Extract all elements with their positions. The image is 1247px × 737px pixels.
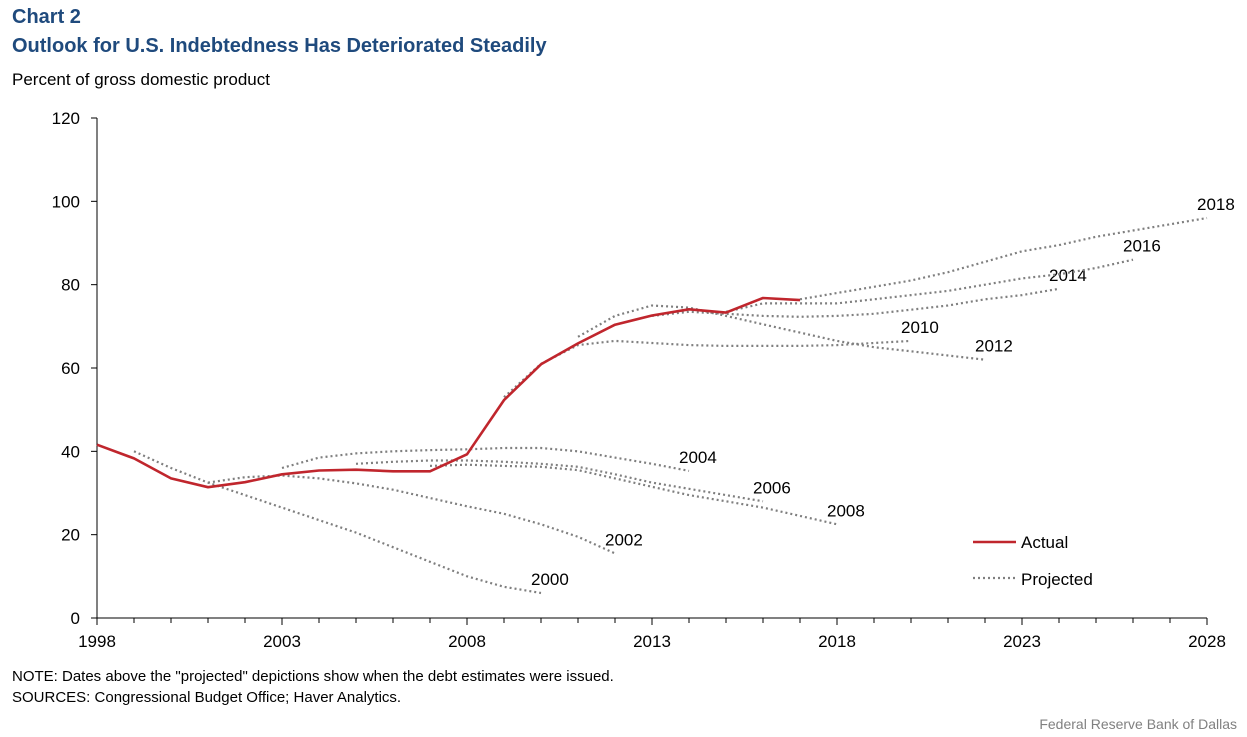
projection-line-2018 [799,216,1208,301]
projection-line-2016 [725,258,1134,313]
chart-sources: SOURCES: Congressional Budget Office; Ha… [12,689,402,706]
x-tick-label: 1998 [78,632,116,651]
projection-label-2010: 2010 [901,318,939,337]
x-tick-label: 2023 [1003,632,1041,651]
publisher-credit: Federal Reserve Bank of Dallas [1039,716,1237,732]
y-axis-unit-label: Percent of gross domestic product [12,70,270,89]
x-tick-label: 2008 [448,632,486,651]
chart-note: NOTE: Dates above the "projected" depict… [12,668,614,685]
projection-label-2018: 2018 [1197,195,1235,214]
y-tick-label: 40 [61,442,80,461]
y-tick-label: 100 [52,192,80,211]
y-tick-label: 80 [61,276,80,295]
projection-label-2016: 2016 [1123,237,1161,256]
actual-line [96,296,801,489]
projection-line-2006 [355,459,764,503]
projection-line-2014 [651,287,1060,318]
x-tick-label: 2013 [633,632,671,651]
legend-actual-label: Actual [1021,533,1068,552]
projection-label-2014: 2014 [1049,266,1087,285]
projection-line-2008 [429,463,838,526]
chart-number: Chart 2 [12,6,81,28]
projection-line-2002 [207,474,616,555]
y-tick-label: 20 [61,526,80,545]
chart-title: Outlook for U.S. Indebtedness Has Deteri… [12,35,547,57]
projection-line-2012 [577,304,986,361]
projection-line-2010 [503,339,912,399]
projection-label-2000: 2000 [531,570,569,589]
x-tick-label: 2003 [263,632,301,651]
projection-label-2012: 2012 [975,337,1013,356]
y-tick-label: 0 [71,609,80,628]
y-tick-label: 120 [52,109,80,128]
x-tick-label: 2028 [1188,632,1226,651]
legend-projected-label: Projected [1021,570,1093,589]
projection-label-2008: 2008 [827,501,865,520]
x-tick-label: 2018 [818,632,856,651]
y-tick-label: 60 [61,359,80,378]
projection-line-2000 [133,450,542,595]
projection-line-2004 [281,446,690,472]
projection-label-2004: 2004 [679,448,717,467]
projection-label-2002: 2002 [605,530,643,549]
projection-label-2006: 2006 [753,478,791,497]
